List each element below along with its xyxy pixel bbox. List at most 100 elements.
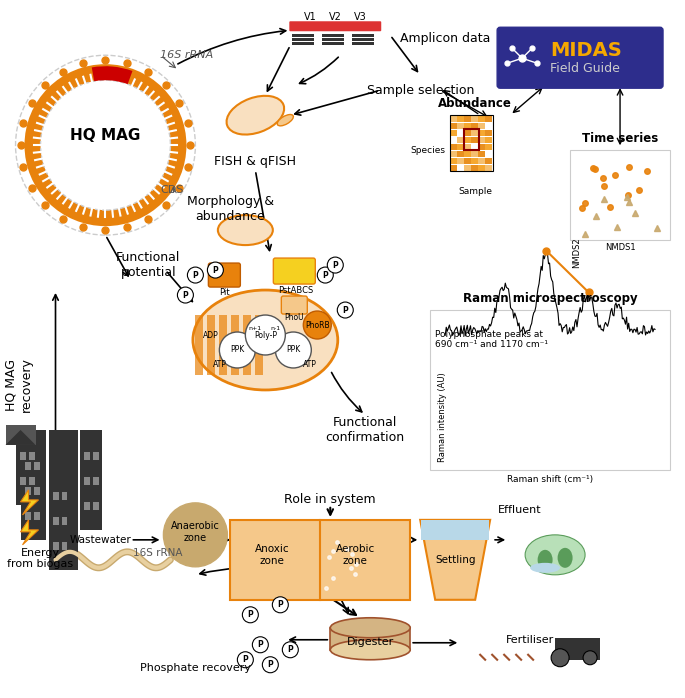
Ellipse shape	[538, 550, 553, 570]
Text: MIDAS: MIDAS	[550, 40, 622, 60]
Bar	[330, 628, 410, 650]
Bar	[471, 165, 477, 171]
Bar	[322, 34, 345, 37]
Polygon shape	[21, 490, 38, 515]
Bar	[485, 144, 492, 150]
Bar	[352, 34, 374, 37]
Text: Pit: Pit	[219, 288, 229, 297]
Bar	[450, 137, 457, 143]
Bar	[464, 123, 471, 129]
Bar	[471, 158, 477, 164]
Text: Settling: Settling	[435, 555, 475, 565]
Circle shape	[282, 641, 298, 658]
Text: PPK: PPK	[286, 346, 301, 355]
Bar	[464, 165, 471, 171]
Bar	[485, 165, 492, 171]
Ellipse shape	[227, 96, 284, 135]
Bar	[450, 151, 457, 157]
Text: HQ MAG: HQ MAG	[71, 128, 140, 142]
Text: P: P	[267, 660, 273, 669]
Text: Energy
from biogas: Energy from biogas	[8, 548, 73, 570]
Text: Abundance: Abundance	[438, 97, 512, 110]
Bar	[93, 502, 99, 510]
Text: ATP: ATP	[214, 360, 227, 369]
Bar	[62, 492, 68, 500]
FancyBboxPatch shape	[289, 21, 382, 31]
Circle shape	[337, 302, 353, 318]
Text: Functional
confirmation: Functional confirmation	[325, 416, 405, 444]
Circle shape	[317, 267, 334, 283]
Text: PstABCS: PstABCS	[277, 285, 313, 295]
Ellipse shape	[525, 535, 585, 575]
Polygon shape	[421, 520, 489, 540]
Bar	[243, 315, 251, 375]
Circle shape	[327, 257, 343, 273]
Text: V3: V3	[354, 13, 366, 22]
Ellipse shape	[330, 618, 410, 638]
Bar	[352, 43, 374, 45]
Text: Digester: Digester	[347, 637, 394, 647]
Text: HQ MAG
recovery: HQ MAG recovery	[5, 357, 32, 413]
Text: Poly-P: Poly-P	[254, 331, 277, 339]
Text: Raman intensity (AU): Raman intensity (AU)	[438, 372, 447, 462]
Bar	[478, 123, 485, 129]
Bar	[20, 452, 25, 460]
Bar	[449, 115, 493, 171]
Bar	[29, 477, 34, 485]
Bar	[478, 130, 485, 136]
Bar	[471, 130, 477, 136]
Text: PhoRB: PhoRB	[305, 320, 329, 329]
Bar	[49, 430, 79, 570]
Circle shape	[164, 503, 227, 567]
Circle shape	[40, 80, 171, 210]
Text: P: P	[332, 260, 338, 269]
Text: Sample: Sample	[458, 187, 492, 196]
Text: Time series: Time series	[582, 132, 658, 145]
Bar	[570, 150, 670, 240]
Ellipse shape	[277, 114, 293, 126]
Circle shape	[303, 311, 332, 339]
Text: CDS: CDS	[160, 185, 184, 195]
Ellipse shape	[530, 563, 560, 573]
Text: PPK: PPK	[230, 346, 245, 355]
Bar	[485, 130, 492, 136]
Circle shape	[177, 287, 193, 303]
Bar	[478, 144, 485, 150]
Text: PhoU: PhoU	[284, 313, 304, 322]
Bar	[457, 151, 464, 157]
Text: P: P	[182, 290, 188, 299]
Bar	[322, 38, 345, 41]
Ellipse shape	[330, 640, 410, 660]
Bar	[29, 427, 34, 435]
Bar	[457, 165, 464, 171]
Text: P: P	[242, 655, 248, 664]
Bar	[84, 452, 90, 460]
Text: Anaerobic
zone: Anaerobic zone	[171, 521, 220, 542]
Bar	[450, 130, 457, 136]
Bar	[464, 130, 471, 136]
Bar	[292, 38, 314, 41]
Bar	[478, 151, 485, 157]
Text: 16S rRNA: 16S rRNA	[160, 50, 214, 60]
Circle shape	[583, 651, 597, 664]
Text: Species: Species	[410, 146, 445, 155]
Circle shape	[262, 657, 278, 673]
Text: Polyphosphate peaks at
690 cm⁻¹ and 1170 cm⁻¹: Polyphosphate peaks at 690 cm⁻¹ and 1170…	[435, 330, 548, 350]
Bar	[25, 512, 31, 520]
Bar	[457, 144, 464, 150]
Text: NMDS2: NMDS2	[572, 237, 581, 268]
Bar	[292, 34, 314, 37]
Polygon shape	[21, 520, 38, 545]
Text: Amplicon data: Amplicon data	[400, 31, 490, 45]
Bar	[80, 430, 103, 530]
Text: Phosphate recovery: Phosphate recovery	[140, 662, 251, 673]
Text: P: P	[258, 640, 263, 649]
Bar	[485, 116, 492, 122]
Bar	[16, 430, 34, 505]
Bar	[555, 638, 600, 660]
Text: P: P	[342, 306, 348, 315]
Text: V1: V1	[304, 13, 316, 22]
Bar	[485, 151, 492, 157]
Bar	[471, 137, 477, 143]
Bar	[478, 137, 485, 143]
